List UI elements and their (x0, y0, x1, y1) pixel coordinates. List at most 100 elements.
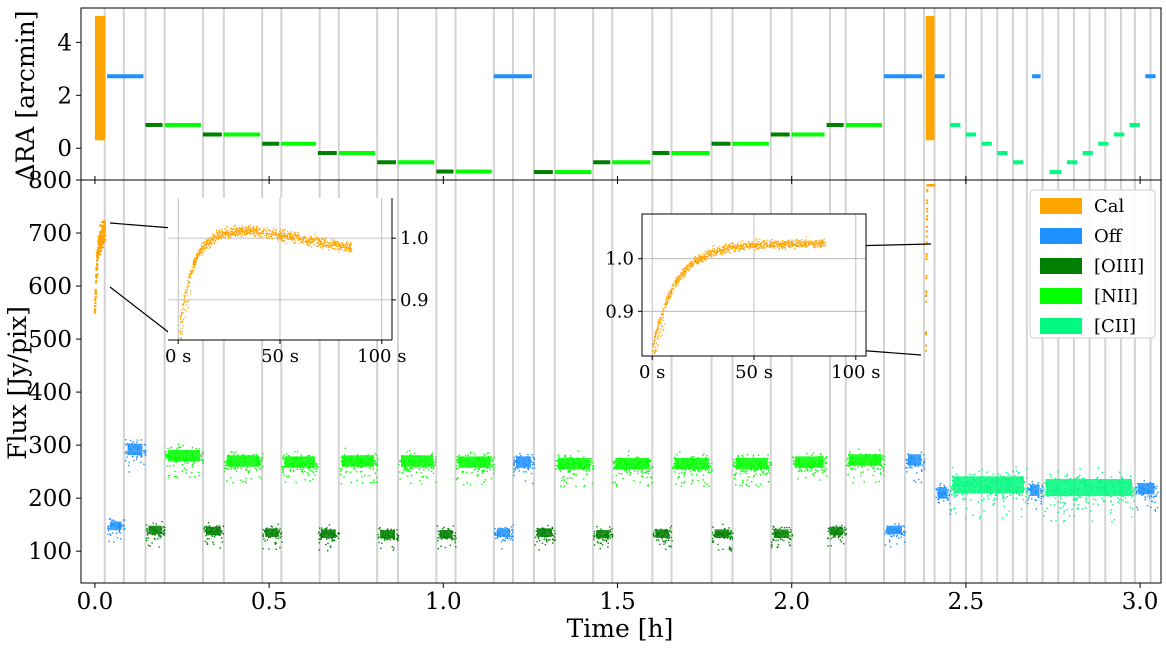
bottom-flux-point (729, 538, 732, 541)
bottom-flux-point (676, 463, 679, 465)
bottom-flux-point (941, 497, 943, 499)
bottom-flux-point (444, 537, 446, 539)
inset-point (303, 235, 305, 237)
bottom-flux-point (900, 533, 903, 536)
bottom-flux-point (469, 460, 472, 463)
inset-point (350, 244, 352, 246)
inset-point (180, 315, 182, 317)
inset-point (335, 244, 337, 246)
inset-point (332, 248, 334, 250)
bottom-flux-point (1107, 494, 1109, 497)
bottom-flux-point (735, 472, 737, 474)
bottom-flux-point (403, 462, 405, 465)
bottom-flux-point (1118, 501, 1120, 504)
inset-point (203, 241, 206, 243)
bottom-flux-point (114, 520, 116, 522)
bottom-flux-point (766, 472, 768, 474)
inset-point (323, 242, 326, 244)
inset-point (290, 233, 292, 235)
bottom-cal-point (925, 235, 928, 238)
bottom-flux-point (1098, 491, 1100, 494)
bottom-flux-point (762, 471, 764, 474)
bottom-flux-point (198, 447, 201, 450)
bottom-flux-point (573, 473, 575, 475)
bottom-flux-point (230, 451, 232, 453)
bottom-flux-point (599, 542, 601, 544)
bottom-flux-point (1123, 481, 1125, 484)
bottom-flux-point (675, 466, 677, 469)
bottom-flux-point (1008, 484, 1010, 487)
bottom-flux-point (1106, 494, 1108, 496)
bottom-flux-point (1136, 486, 1138, 488)
inset-point (344, 248, 346, 250)
inset-point (238, 227, 240, 229)
bottom-flux-point (373, 462, 375, 464)
inset-point (193, 262, 195, 264)
bottom-flux-point (111, 519, 113, 522)
bottom-flux-point (559, 467, 561, 470)
bottom-flux-point (790, 528, 792, 531)
bottom-flux-point (706, 468, 709, 470)
bottom-flux-point (566, 477, 569, 480)
bottom-flux-point (734, 474, 737, 477)
bottom-flux-point (480, 463, 483, 466)
bottom-flux-point (315, 470, 318, 473)
bottom-flux-point (620, 468, 622, 470)
bottom-flux-point (887, 530, 890, 532)
bottom-flux-point (618, 457, 621, 460)
bottom-flux-point (310, 469, 312, 472)
bottom-flux-point (1112, 504, 1114, 506)
inset-point (309, 239, 311, 241)
bottom-flux-point (210, 531, 212, 533)
inset-point (201, 250, 203, 252)
inset-point (298, 239, 300, 241)
bottom-flux-point (356, 457, 359, 459)
inset-point (289, 234, 291, 236)
bottom-flux-point (810, 458, 813, 461)
inset-point (273, 233, 275, 235)
inset-point (323, 240, 326, 243)
bottom-flux-point (406, 451, 408, 453)
bottom-flux-point (1044, 491, 1047, 494)
bottom-flux-point (168, 474, 170, 477)
inset-point (206, 246, 208, 248)
inset-point (256, 237, 259, 239)
bottom-flux-point (579, 464, 581, 466)
bottom-flux-point (605, 540, 608, 543)
bottom-flux-point (699, 462, 701, 465)
bottom-flux-point (109, 517, 112, 520)
inset-point (331, 247, 333, 249)
inset-point (206, 242, 208, 244)
bottom-flux-point (331, 538, 334, 541)
bottom-flux-point (776, 533, 778, 535)
bottom-flux-point (346, 460, 348, 463)
bottom-flux-point (762, 471, 765, 473)
bottom-flux-point (151, 542, 153, 544)
bottom-flux-point (789, 535, 791, 537)
bottom-flux-point (957, 478, 959, 481)
bottom-flux-point (319, 534, 321, 537)
bottom-flux-point (275, 548, 277, 550)
bottom-flux-point (943, 484, 945, 487)
bottom-flux-point (831, 529, 833, 531)
inset-point (202, 247, 204, 249)
inset-point (301, 241, 304, 243)
inset-point (188, 274, 190, 276)
bottom-flux-point (299, 458, 301, 460)
inset-point (342, 244, 345, 247)
bottom-flux-point (760, 468, 762, 471)
bottom-flux-point (214, 533, 216, 536)
bottom-cal-point (925, 332, 928, 335)
bottom-flux-point (415, 471, 418, 474)
bottom-flux-point (335, 534, 337, 537)
bottom-flux-point (514, 469, 516, 471)
bottom-flux-point (227, 468, 229, 470)
inset-point (188, 285, 190, 288)
bottom-flux-point (585, 470, 588, 472)
bottom-flux-point (666, 535, 669, 538)
bottom-flux-point (611, 535, 613, 538)
bottom-flux-point (1085, 479, 1088, 481)
bottom-flux-point (502, 539, 504, 541)
bottom-flux-point (979, 487, 982, 489)
bottom-flux-point (407, 460, 410, 463)
